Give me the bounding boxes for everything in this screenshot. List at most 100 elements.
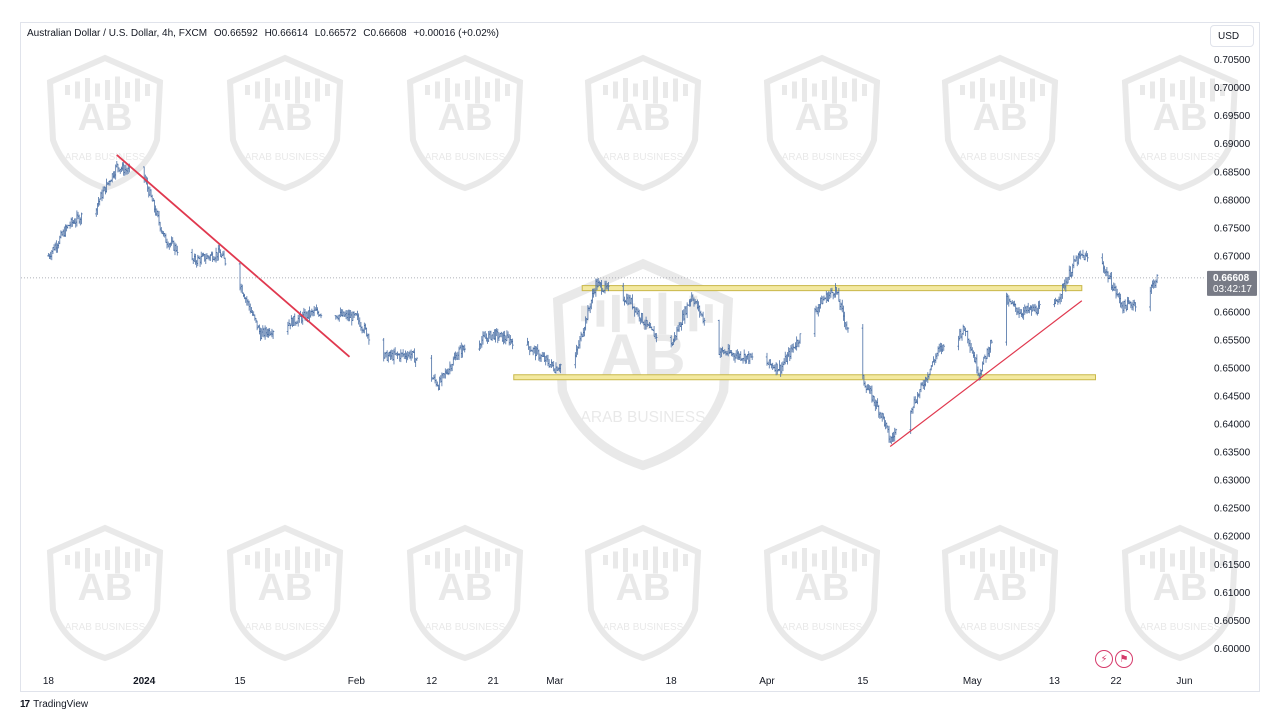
candle	[511, 338, 514, 350]
watermark-candle	[980, 78, 985, 102]
y-tick-label: 0.60500	[1214, 616, 1251, 627]
watermark-candle	[673, 78, 678, 102]
watermark-candle	[1030, 78, 1035, 102]
watermark-candle	[643, 298, 651, 329]
watermark-candle	[265, 78, 270, 102]
watermark-candle	[425, 555, 430, 565]
currency-button[interactable]: USD	[1210, 25, 1254, 47]
watermark-shield-icon	[763, 54, 881, 192]
x-tick-label: Apr	[759, 676, 775, 687]
candle	[990, 339, 993, 344]
watermark-text: AB	[795, 97, 850, 139]
watermark-candle	[1170, 83, 1175, 97]
watermark-text: AB	[795, 567, 850, 609]
low-value: L0.66572	[314, 28, 357, 39]
symbol-name[interactable]: Australian Dollar / U.S. Dollar, 4h, FXC…	[27, 28, 208, 39]
watermark-candle	[315, 78, 320, 102]
candle	[861, 324, 865, 380]
watermark-candle	[612, 294, 620, 333]
watermark-candle	[832, 76, 837, 104]
watermark-candle	[970, 81, 975, 99]
watermark-candle	[663, 82, 668, 98]
y-tick-label: 0.64000	[1214, 420, 1251, 431]
watermark-candle	[674, 301, 682, 326]
watermark-candle	[633, 553, 638, 567]
watermark-label: ARAB BUSINESS	[960, 622, 1041, 633]
watermark-candle	[485, 82, 490, 98]
watermark-candle	[1180, 550, 1185, 570]
watermark-shield-icon	[763, 524, 881, 662]
y-tick-label: 0.67500	[1214, 223, 1251, 234]
watermark-candle	[792, 81, 797, 99]
watermark-candle	[145, 84, 150, 96]
watermark-text: AB	[973, 97, 1028, 139]
watermark-text: AB	[78, 567, 133, 609]
watermark-label: ARAB BUSINESS	[960, 152, 1041, 163]
watermark-candle	[627, 303, 636, 324]
watermark-candle	[1040, 554, 1045, 566]
watermark-candle	[145, 554, 150, 566]
watermark-candle	[782, 555, 787, 565]
watermark-candle	[643, 80, 648, 100]
watermark-candle	[125, 82, 130, 98]
watermark-shield-icon	[584, 524, 702, 662]
watermark-candle	[960, 555, 965, 565]
watermark-candle	[285, 80, 290, 100]
candle	[80, 212, 83, 225]
candle	[942, 344, 945, 351]
watermark-candle	[465, 550, 470, 570]
y-tick-label: 0.66000	[1214, 307, 1251, 318]
flag-icon[interactable]: ⚑	[1115, 650, 1133, 668]
price-chart[interactable]: AB ARAB BUSINESS AB ARAB BUSINESS AB ARAB BUS…	[0, 0, 1280, 700]
y-tick-label: 0.68000	[1214, 195, 1251, 206]
candle	[319, 313, 323, 319]
close-value: C0.66608	[363, 28, 407, 39]
watermark-candle	[115, 76, 120, 104]
watermark-label: ARAB BUSINESS	[65, 152, 146, 163]
y-tick-label: 0.70500	[1214, 55, 1251, 66]
watermark-candle	[255, 551, 260, 569]
watermark-candle	[603, 85, 608, 95]
watermark-shield-icon	[46, 54, 164, 192]
watermark-text: AB	[1153, 567, 1208, 609]
watermark-candle	[663, 552, 668, 568]
watermark-candle	[1190, 76, 1195, 104]
watermark-text: AB	[973, 567, 1028, 609]
watermark-candle	[305, 552, 310, 568]
watermark-candle	[1140, 555, 1145, 565]
watermark-candle	[802, 78, 807, 102]
watermark-candle	[455, 553, 460, 567]
watermark-shield: AB ARAB BUSINESS	[584, 54, 702, 192]
watermark-shield-icon	[406, 54, 524, 192]
watermark-candle	[623, 548, 628, 572]
watermark-candle	[658, 292, 667, 335]
x-tick-label: May	[963, 676, 982, 687]
watermark-candle	[135, 548, 140, 572]
watermark-label: ARAB BUSINESS	[425, 152, 506, 163]
watermark-candle	[315, 548, 320, 572]
watermark-shield: AB ARAB BUSINESS	[406, 54, 524, 192]
y-tick-label: 0.61500	[1214, 560, 1251, 571]
candle	[750, 352, 754, 361]
x-tick-label: 18	[666, 676, 678, 687]
watermark-candle	[802, 548, 807, 572]
watermark-candle	[1030, 548, 1035, 572]
tradingview-brand[interactable]: 17 TradingView	[20, 699, 88, 710]
watermark-candle	[1150, 551, 1155, 569]
watermark-candle	[85, 548, 90, 572]
watermark-candle	[1010, 546, 1015, 574]
watermark-candle	[1150, 81, 1155, 99]
brand-label: TradingView	[33, 699, 89, 710]
candle	[271, 330, 275, 339]
watermark-candle	[633, 83, 638, 97]
watermark-candle	[255, 81, 260, 99]
watermark-candle	[683, 554, 688, 566]
watermark-candle	[613, 81, 618, 99]
lightning-icon[interactable]: ⚡	[1095, 650, 1113, 668]
x-tick-label: 22	[1110, 676, 1122, 687]
watermark-shield: AB ARAB BUSINESS	[584, 524, 702, 662]
watermark-text: AB	[258, 567, 313, 609]
watermark-candle	[65, 555, 70, 565]
watermark-candle	[75, 551, 80, 569]
